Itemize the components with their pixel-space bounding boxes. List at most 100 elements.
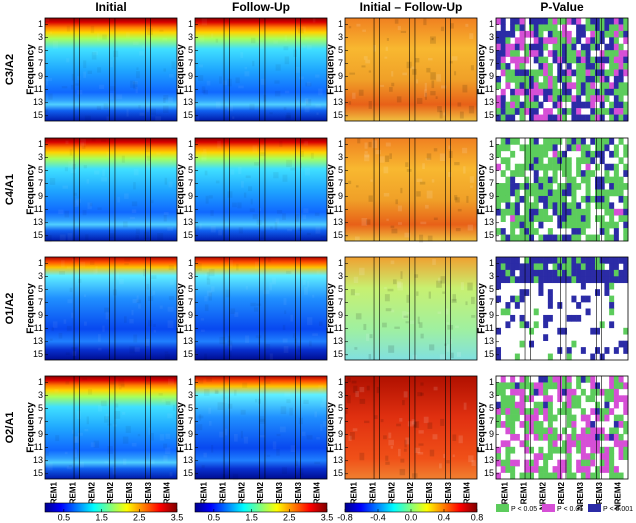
significance-cell — [514, 414, 520, 422]
significance-cell — [547, 414, 553, 422]
heatmap-texture — [198, 378, 204, 384]
heatmap-texture — [368, 354, 372, 360]
heatmap-texture — [77, 76, 81, 81]
significance-cell — [543, 138, 549, 145]
x-tick-label: NREM2 — [87, 481, 96, 510]
panel — [495, 17, 629, 122]
significance-cell — [505, 446, 511, 454]
significance-cell — [538, 208, 544, 216]
colorbar-tick-label: 0.5 — [58, 512, 71, 522]
heatmap-texture — [275, 64, 281, 71]
heatmap-texture — [139, 51, 144, 56]
heatmap-texture — [68, 161, 74, 168]
significance-cell — [547, 114, 553, 122]
x-tick-label: NREM3 — [425, 481, 434, 510]
panel — [344, 375, 478, 480]
heatmap — [195, 138, 327, 241]
heatmap-texture — [206, 290, 212, 297]
significance-cell — [609, 382, 615, 390]
significance-cell — [618, 421, 624, 428]
significance-cell — [557, 269, 563, 277]
significance-cell — [519, 321, 525, 329]
heatmap-texture — [244, 66, 248, 70]
significance-cell — [533, 408, 539, 415]
heatmap-texture — [65, 352, 70, 355]
significance-cell — [613, 263, 619, 271]
significance-cell — [590, 69, 596, 77]
significance-cell — [510, 75, 516, 83]
significance-cell — [496, 82, 502, 90]
significance-cell — [500, 466, 506, 473]
heatmap-texture — [312, 18, 316, 23]
y-tick-label: 1 — [188, 377, 193, 387]
heatmap-texture — [346, 395, 351, 404]
heatmap-texture — [219, 336, 226, 345]
significance-cell — [552, 43, 558, 51]
x-tick-label: REM2 — [406, 481, 415, 504]
heatmap-texture — [448, 171, 452, 178]
heatmap-texture — [250, 302, 256, 307]
significance-cell — [562, 157, 568, 165]
significance-cell — [623, 144, 629, 152]
significance-cell — [585, 50, 591, 57]
significance-cell — [496, 446, 502, 454]
heatmap-texture — [452, 294, 457, 302]
x-tick-label: REM1 — [519, 481, 528, 504]
heatmap-texture — [70, 165, 77, 174]
significance-cell — [580, 176, 586, 184]
significance-cell — [580, 228, 586, 235]
significance-cell — [552, 269, 558, 277]
heatmap-texture — [225, 289, 231, 298]
significance-cell — [524, 221, 530, 229]
significance-cell — [566, 453, 572, 460]
significance-cell — [576, 401, 582, 409]
significance-cell — [618, 453, 624, 460]
significance-cell — [529, 183, 535, 190]
significance-cell — [580, 453, 586, 460]
significance-cell — [500, 215, 506, 222]
heatmap-texture — [97, 207, 102, 210]
significance-cell — [595, 234, 601, 242]
significance-cell — [604, 257, 610, 264]
heatmap-texture — [201, 465, 205, 469]
significance-cell — [547, 176, 553, 184]
heatmap-texture — [269, 112, 273, 115]
significance-cell — [505, 234, 511, 242]
significance-cell — [543, 382, 549, 390]
y-tick-label: 13 — [183, 455, 193, 465]
heatmap-texture — [396, 423, 401, 427]
significance-cell — [599, 276, 605, 284]
heatmap-texture — [363, 323, 367, 331]
significance-cell — [533, 466, 539, 473]
y-tick-label: 3 — [489, 271, 494, 281]
heatmap-texture — [203, 89, 208, 95]
significance-cell — [543, 215, 549, 222]
heatmap-texture — [290, 271, 295, 275]
significance-cell — [599, 195, 605, 203]
heatmap-texture — [90, 261, 95, 266]
significance-cell — [533, 88, 539, 96]
heatmap-texture — [316, 112, 319, 115]
significance-cell — [599, 408, 605, 415]
significance-cell — [552, 189, 558, 197]
significance-cell — [595, 69, 601, 77]
significance-cell — [618, 276, 624, 284]
significance-cell — [566, 82, 572, 90]
significance-cell — [613, 24, 619, 32]
heatmap-texture — [322, 397, 328, 403]
heatmap — [345, 18, 477, 121]
y-tick-label: 13 — [183, 97, 193, 107]
significance-cell — [566, 30, 572, 38]
heatmap-texture — [125, 32, 130, 38]
heatmap-texture — [383, 193, 390, 197]
heatmap-texture — [396, 96, 402, 103]
y-tick-label: 13 — [183, 217, 193, 227]
significance-cell — [618, 340, 624, 348]
heatmap-texture — [405, 162, 409, 167]
significance-cell — [590, 138, 596, 145]
heatmap-texture — [424, 89, 427, 97]
heatmap-texture — [153, 329, 157, 333]
significance-cell — [590, 395, 596, 403]
significance-cell — [547, 314, 553, 322]
heatmap-texture — [428, 291, 431, 299]
